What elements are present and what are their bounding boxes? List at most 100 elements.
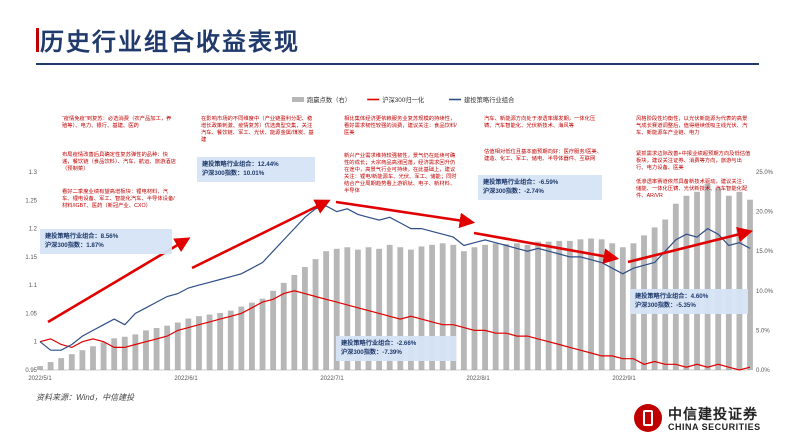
excess-bar	[471, 247, 478, 370]
legend-label: 跑赢点数（右）	[307, 95, 351, 104]
y-right-tick-label: 5.0%	[756, 328, 770, 334]
stat-hs300-september: 沪深300指数：-5.35%	[635, 302, 696, 309]
excess-bar	[259, 298, 266, 370]
excess-bar	[312, 259, 319, 370]
x-tick-label: 2022/6/1	[174, 376, 198, 382]
excess-bar	[429, 244, 436, 370]
excess-bar	[174, 322, 181, 370]
excess-bar	[365, 247, 372, 370]
excess-bar	[386, 244, 393, 370]
excess-bar	[143, 330, 149, 370]
excess-bar	[185, 318, 192, 370]
y-right-tick-label: 10.0%	[756, 289, 774, 295]
excess-bar	[535, 241, 541, 370]
excess-bar	[79, 350, 86, 370]
y-left-tick-label: 1.15	[25, 255, 37, 261]
stat-strategy-june: 建投策略行业组合：12.44%	[202, 161, 279, 168]
excess-bar	[344, 247, 351, 370]
excess-bar	[725, 195, 732, 370]
note-period4-a: 汽车、新能源方向处于渗透率爆发期，一体化压铸、汽车智能化、光伏新技术、海风等	[484, 116, 596, 129]
trend-arrow	[473, 231, 620, 264]
excess-bar	[270, 290, 277, 370]
company-logo: 中信建投证券 CHINA SECURITIES	[634, 402, 764, 438]
logo-text-cn: 中信建投证券	[668, 406, 758, 422]
stat-hs300-july: 沪深300指数：-7.39%	[341, 349, 402, 356]
strategy-line	[39, 205, 751, 351]
excess-bar	[556, 240, 563, 370]
trend-arrow	[191, 199, 331, 270]
y-left-tick-label: 1.3	[29, 170, 38, 176]
stat-box-july: 建投策略行业组合：-2.66% 沪深300指数：-7.39%	[336, 336, 456, 361]
excess-bar	[291, 274, 298, 370]
excess-bar	[217, 312, 224, 370]
stat-hs300-june: 沪深300指数：10.01%	[202, 170, 265, 177]
excess-bar	[249, 302, 255, 370]
note-period3-a: 相比集体经济更依赖服务业复苏规模的持续性，看好需求韧性较强的消费，建议关注：食品…	[344, 116, 457, 136]
excess-bar	[68, 354, 75, 370]
excess-bar	[111, 338, 118, 370]
excess-bar	[90, 346, 96, 370]
y-left-tick-label: 1.05	[25, 311, 37, 317]
excess-bar	[302, 267, 308, 370]
source-note: 资料来源：Wind，中信建投	[36, 393, 135, 402]
note-period5-b: 紧抓需求边际改善+中报业绩超预期方向及低估值板块，建议关注证券、消费等方向，旅游…	[636, 151, 751, 171]
x-tick-label: 2022/9/1	[612, 376, 636, 382]
excess-bar	[238, 306, 245, 370]
excess-bar	[619, 247, 626, 370]
stat-strategy-september: 建投策略行业组合：4.60%	[635, 293, 709, 300]
excess-bar	[736, 191, 743, 370]
excess-bar	[588, 238, 594, 370]
legend-label: 沪深300归一化	[382, 95, 425, 104]
note-period1-a: “疫情免疫”到复苏：必选消费（农产品加工，养殖等）、电力、银行、基建、医药	[62, 116, 172, 129]
excess-bar	[482, 244, 488, 370]
stat-hs300-may: 沪深300指数：1.87%	[45, 242, 104, 249]
excess-bar	[227, 310, 234, 370]
excess-bar	[280, 282, 287, 370]
title-underline	[36, 63, 759, 65]
excess-bar	[672, 203, 679, 370]
excess-bar	[407, 249, 414, 370]
y-left-tick-label: 1.1	[29, 283, 38, 289]
excess-bar	[196, 316, 202, 370]
trend-arrow	[627, 226, 754, 264]
stat-hs300-august: 沪深300指数：-2.74%	[483, 188, 544, 195]
excess-bar	[704, 183, 711, 370]
x-tick-label: 2022/7/1	[320, 376, 344, 382]
excess-bar	[323, 251, 330, 370]
excess-bar	[206, 314, 213, 370]
y-right-tick-label: 0.0%	[756, 368, 770, 374]
y-right-tick-label: 15.0%	[756, 249, 774, 255]
excess-bar	[418, 246, 425, 370]
excess-bar	[503, 244, 510, 370]
excess-bar	[513, 243, 520, 370]
excess-bar	[545, 241, 552, 370]
excess-bar	[694, 191, 700, 370]
excess-bar	[598, 239, 605, 370]
trend-arrow	[335, 200, 476, 229]
stat-strategy-july: 建投策略行业组合：-2.66%	[341, 340, 417, 347]
legend-label: 建投策略行业组合	[464, 95, 515, 104]
x-tick-label: 2022/8/1	[466, 376, 490, 382]
excess-bar	[132, 334, 139, 370]
y-right-tick-label: 20.0%	[756, 210, 774, 216]
excess-bar	[450, 244, 457, 370]
excess-bar	[439, 243, 446, 370]
excess-bar	[566, 240, 573, 370]
stat-box-may: 建投策略行业组合：8.56% 沪深300指数：1.87%	[40, 229, 172, 254]
excess-bar	[164, 325, 171, 370]
excess-bar	[524, 244, 531, 370]
y-right-tick-label: 25.0%	[756, 170, 774, 176]
excess-bar	[333, 248, 340, 370]
excess-bar	[609, 243, 616, 370]
note-period1-c: 看好二季度业绩有望高增板块：锂电材料、汽车、锂电设备、军工、智能化汽车、半导体设…	[62, 189, 175, 209]
y-left-tick-label: 0.95	[25, 368, 37, 374]
note-period5-a: 风格阶段性均衡性，以光伏新能源为代表的高景气成长赛道调整后，值得继续低吸主线光伏…	[636, 116, 748, 136]
hs300-line	[39, 290, 751, 371]
excess-bar	[37, 366, 43, 370]
excess-bar	[376, 248, 383, 370]
excess-bar	[47, 362, 54, 370]
note-period5-c: 低渗透率赛道依然具备新技术驱动，建议关注：储能、一体化压铸、光伏新技术、汽车智能…	[636, 179, 748, 199]
excess-bar	[683, 195, 690, 370]
stat-strategy-may: 建投策略行业组合：8.56%	[45, 233, 119, 240]
stat-box-june: 建投策略行业组合：12.44% 沪深300指数：10.01%	[197, 157, 315, 182]
